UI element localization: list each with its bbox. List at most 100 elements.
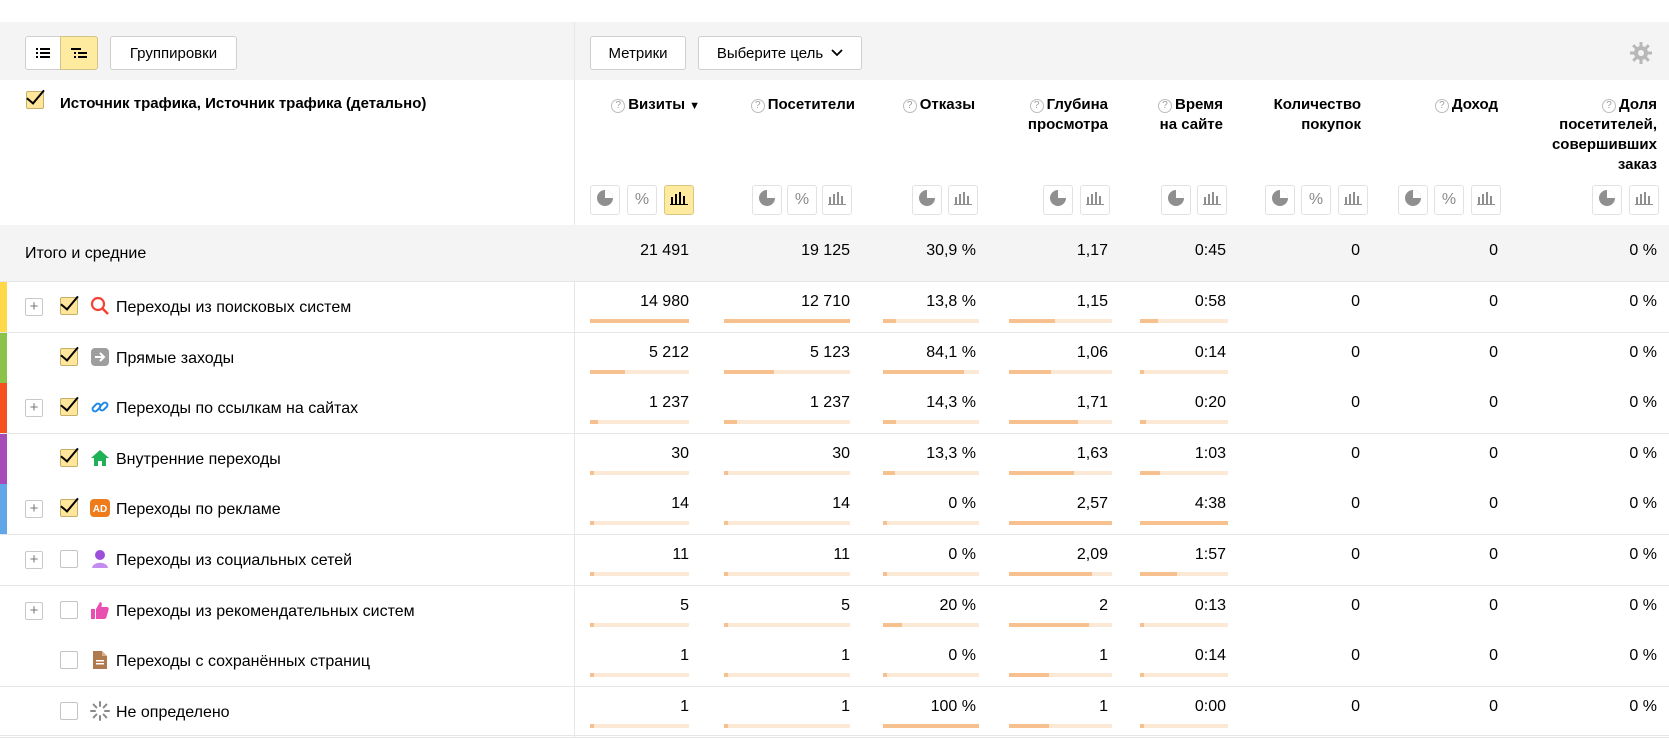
view-pie-button[interactable] (1398, 185, 1428, 215)
value-bar-track (1140, 723, 1228, 728)
view-percent-button[interactable]: % (787, 185, 817, 215)
column-header-3[interactable]: ? Отказы (885, 95, 975, 115)
table-row[interactable]: + Переходы по ссылкам на сайтах 1 237 1 237… (0, 383, 1669, 435)
row-label[interactable]: Переходы с сохранённых страниц (116, 653, 371, 671)
row-label[interactable]: Переходы по ссылкам на сайтах (116, 400, 359, 418)
view-bars-button[interactable] (948, 185, 978, 215)
expand-row-button[interactable]: + (25, 551, 43, 569)
value-bar-fill (883, 319, 897, 323)
table-row[interactable]: + Переходы из рекомендательных систем 5 5 20… (0, 585, 1669, 637)
view-bars-button[interactable] (1629, 185, 1659, 215)
help-icon[interactable]: ? (1158, 99, 1172, 113)
row-label[interactable]: Прямые заходы (116, 349, 235, 367)
column-header-6[interactable]: Количество покупок (1251, 95, 1361, 135)
goal-select[interactable]: Выберите цель (698, 36, 862, 70)
view-bars-button[interactable] (822, 185, 852, 215)
column-header-2[interactable]: ? Посетители (725, 95, 855, 115)
column-header-1[interactable]: ? Визиты ▼ (600, 95, 700, 116)
view-percent-button[interactable]: % (1301, 185, 1331, 215)
row-label[interactable]: Переходы по рекламе (116, 501, 281, 519)
sort-desc-icon[interactable]: ▼ (689, 100, 700, 112)
cell-value: 30 (671, 444, 689, 462)
view-bars-button[interactable] (1338, 185, 1368, 215)
view-bars-button[interactable] (664, 185, 694, 215)
help-icon[interactable]: ? (902, 99, 917, 113)
cell-value: 5 212 (648, 343, 689, 361)
row-label[interactable]: Не определено (116, 703, 230, 721)
row-checkbox[interactable] (60, 600, 78, 619)
view-pie-button[interactable] (912, 185, 942, 215)
row-checkbox[interactable] (60, 499, 78, 518)
value-bar-track (883, 723, 979, 728)
dimension-title[interactable]: Источник трафика, Источник трафика (дета… (60, 95, 427, 112)
gear-icon[interactable] (1630, 42, 1652, 64)
help-icon[interactable]: ? (611, 99, 626, 113)
totals-row: Итого и средние 21 491 19 125 30,9 % 1,17 0:… (0, 225, 1669, 282)
view-pie-button[interactable] (752, 185, 782, 215)
view-bars-button[interactable] (1471, 185, 1501, 215)
percent-icon: % (1441, 191, 1457, 208)
column-title: Доход (1451, 96, 1498, 113)
row-checkbox[interactable] (60, 701, 78, 720)
value-bar-track (883, 673, 979, 678)
view-pie-button[interactable] (1592, 185, 1622, 215)
column-title-continued: просмотра (1027, 116, 1108, 133)
cell-value: 1 (841, 647, 850, 665)
view-bars-button[interactable] (1197, 185, 1227, 215)
bar-chart-icon (1203, 191, 1221, 210)
help-icon[interactable]: ? (1029, 99, 1044, 113)
row-label[interactable]: Переходы из рекомендательных систем (116, 602, 415, 620)
table-row[interactable]: Переходы с сохранённых страниц 1 1 0 % 1 0:14… (0, 636, 1669, 688)
row-label[interactable]: Переходы из социальных сетей (116, 552, 353, 569)
column-header-8[interactable]: ? Доля посетителей, совершивших заказ (1525, 95, 1657, 175)
value-bar-fill (883, 420, 897, 425)
metrics-button[interactable]: Метрики (590, 36, 686, 70)
select-all-checkbox[interactable] (26, 91, 44, 109)
value-bar-fill (883, 673, 887, 678)
row-checkbox[interactable] (60, 448, 78, 467)
view-pie-button[interactable] (1265, 185, 1295, 215)
value-bar-track (1009, 673, 1112, 678)
row-checkbox[interactable] (60, 347, 78, 366)
expand-row-button[interactable]: + (25, 601, 43, 620)
cell-value: 1 (1099, 697, 1108, 715)
expand-row-button[interactable]: + (25, 500, 43, 519)
view-pie-button[interactable] (1043, 185, 1073, 215)
groupings-button[interactable]: Группировки (110, 36, 237, 70)
cell-value: 1,63 (1076, 444, 1108, 462)
row-checkbox[interactable] (60, 297, 78, 315)
table-row[interactable]: Внутренние переходы 30 30 13,3 % 1,63 1:03 0 0 0… (0, 433, 1669, 485)
expand-row-button[interactable]: + (25, 399, 43, 418)
list-view-button[interactable] (25, 36, 61, 70)
column-header-4[interactable]: ? Глубина просмотра (1008, 95, 1108, 135)
view-pie-button[interactable] (590, 185, 620, 215)
view-percent-button[interactable]: % (627, 185, 657, 215)
table-row[interactable]: Прямые заходы 5 212 5 123 84,1 % 1,06 0:14 0 0 0… (0, 332, 1669, 384)
tree-view-button[interactable] (60, 36, 98, 70)
row-label[interactable]: Внутренние переходы (116, 450, 281, 468)
column-header-line: ? Посетители (725, 95, 855, 115)
series-color-stripe (0, 484, 7, 535)
table-row[interactable]: + AD Переходы по рекламе 14 14 0 % 2,57 4:38 0 0 0… (0, 484, 1669, 536)
table-row[interactable]: Не определено 1 1 100 % 1 0:00 0 0 0 % (0, 686, 1669, 738)
help-icon[interactable]: ? (750, 99, 765, 113)
value-bar-fill (1009, 420, 1078, 425)
cell-value: 14 (832, 495, 850, 513)
row-checkbox[interactable] (60, 651, 78, 670)
view-pie-button[interactable] (1161, 185, 1191, 215)
row-label[interactable]: Переходы из поисковых систем (116, 299, 352, 316)
column-header-5[interactable]: ? Время на сайте (1143, 95, 1223, 135)
expand-row-button[interactable]: + (25, 298, 43, 316)
help-icon[interactable]: ? (1602, 99, 1617, 113)
table-header: Источник трафика, Источник трафика (дета… (0, 80, 1669, 225)
help-icon[interactable]: ? (1434, 99, 1449, 113)
row-checkbox[interactable] (60, 550, 78, 568)
column-header-7[interactable]: ? Доход (1418, 95, 1498, 115)
totals-value: 0 (1351, 242, 1360, 259)
table-row[interactable]: + Переходы из поисковых систем 14 980 12 71… (0, 282, 1669, 333)
view-percent-button[interactable]: % (1434, 185, 1464, 215)
view-bars-button[interactable] (1080, 185, 1110, 215)
row-checkbox[interactable] (60, 398, 78, 417)
table-row[interactable]: + Переходы из социальных сетей 11 11 0 % 2,09… (0, 535, 1669, 586)
